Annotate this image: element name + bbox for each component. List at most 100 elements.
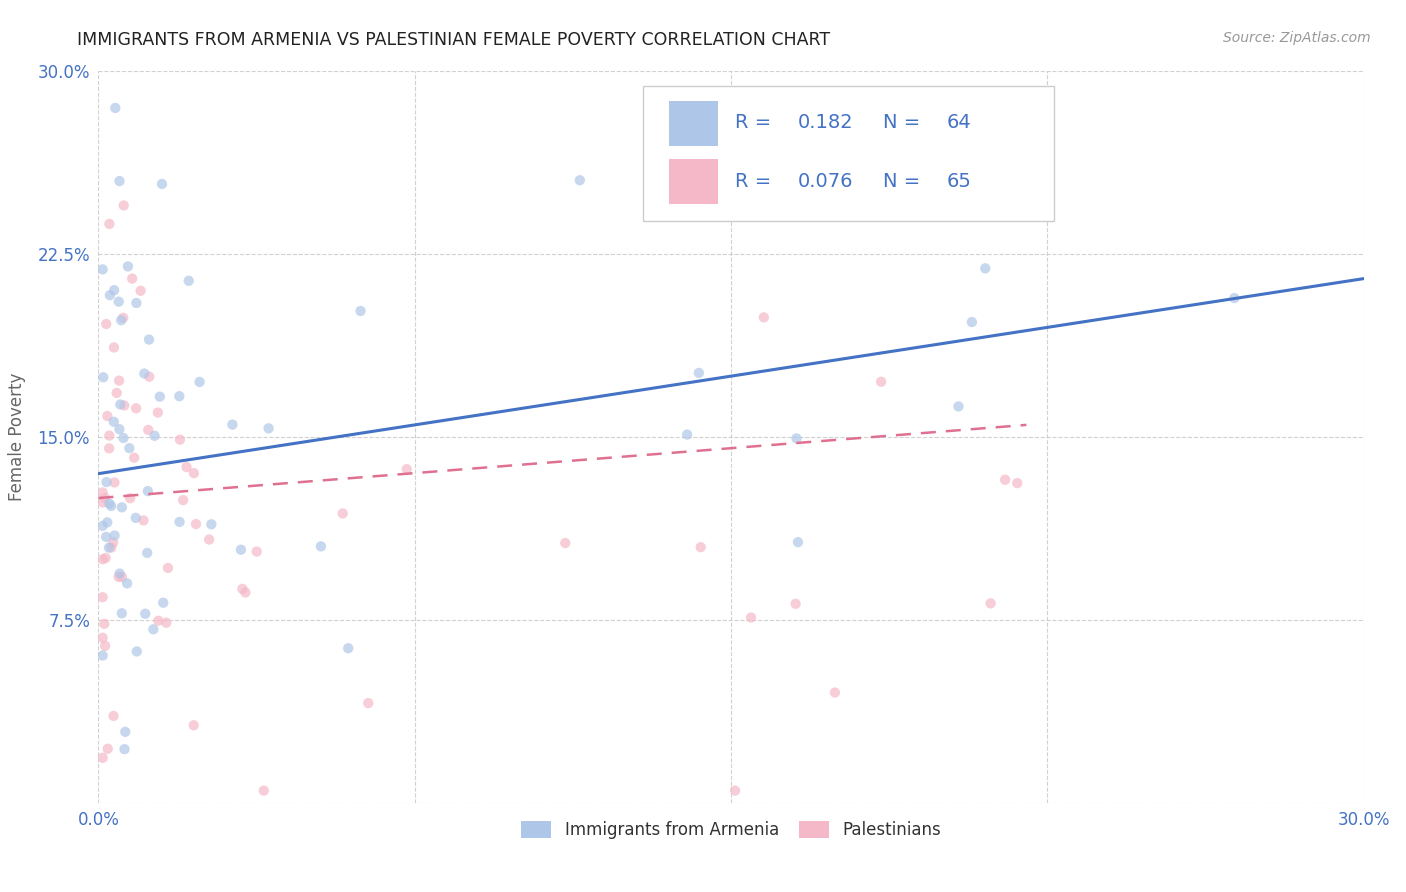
Point xyxy=(146,406,169,420)
Y-axis label: Female Poverty: Female Poverty xyxy=(8,373,27,501)
Point xyxy=(395,462,418,476)
Point xyxy=(960,315,983,329)
Point xyxy=(91,370,114,384)
Point xyxy=(143,429,166,443)
Point xyxy=(114,724,136,739)
Point xyxy=(104,101,127,115)
Point xyxy=(100,541,122,555)
Point xyxy=(142,623,165,637)
Point xyxy=(91,648,114,663)
Point xyxy=(98,428,121,442)
Point xyxy=(118,441,141,455)
Point xyxy=(96,530,118,544)
Point xyxy=(125,511,148,525)
Point xyxy=(111,570,134,584)
Point xyxy=(103,535,125,549)
Point xyxy=(112,198,135,212)
Point xyxy=(177,274,200,288)
Point xyxy=(246,544,269,558)
Point xyxy=(688,366,710,380)
Point xyxy=(91,262,114,277)
Point xyxy=(110,313,132,327)
Point xyxy=(198,533,221,547)
Point xyxy=(676,427,699,442)
Point xyxy=(122,450,145,465)
Text: 65: 65 xyxy=(946,171,972,191)
Point xyxy=(96,317,118,331)
Point xyxy=(221,417,243,432)
Point xyxy=(98,442,121,456)
Point xyxy=(357,696,380,710)
Point xyxy=(787,535,810,549)
FancyBboxPatch shape xyxy=(643,86,1054,221)
Point xyxy=(132,513,155,527)
Point xyxy=(98,217,121,231)
Point xyxy=(169,433,191,447)
Point xyxy=(554,536,576,550)
Point xyxy=(148,614,170,628)
Point xyxy=(172,493,194,508)
Point xyxy=(111,607,134,621)
Point xyxy=(229,542,252,557)
Point xyxy=(257,421,280,435)
Point xyxy=(136,423,159,437)
Text: R =: R = xyxy=(735,113,778,132)
Point xyxy=(107,294,129,309)
Point xyxy=(114,742,136,756)
FancyBboxPatch shape xyxy=(669,101,718,146)
Point xyxy=(235,585,257,599)
Point xyxy=(134,367,156,381)
Point xyxy=(994,473,1017,487)
Point xyxy=(103,709,125,723)
Point xyxy=(129,284,152,298)
Point xyxy=(188,375,211,389)
Point xyxy=(115,576,138,591)
Text: N =: N = xyxy=(883,171,927,191)
Point xyxy=(91,751,114,765)
Point xyxy=(155,615,177,630)
Text: R =: R = xyxy=(735,171,778,191)
Text: Source: ZipAtlas.com: Source: ZipAtlas.com xyxy=(1223,31,1371,45)
Point xyxy=(824,685,846,699)
Point xyxy=(724,783,747,797)
Point xyxy=(91,631,114,645)
Point xyxy=(150,177,173,191)
Point xyxy=(200,517,222,532)
Point xyxy=(103,341,125,355)
Point xyxy=(96,409,118,423)
Point xyxy=(785,431,807,445)
Point xyxy=(349,304,371,318)
Point xyxy=(91,485,114,500)
Point xyxy=(176,460,198,475)
Point xyxy=(125,296,148,310)
Point xyxy=(149,390,172,404)
Point xyxy=(332,507,354,521)
Point xyxy=(337,641,360,656)
Text: 0.182: 0.182 xyxy=(799,113,853,132)
Point xyxy=(134,607,156,621)
Point xyxy=(91,590,114,604)
Point xyxy=(91,518,114,533)
Point xyxy=(785,597,807,611)
Point xyxy=(138,333,160,347)
Point xyxy=(93,616,115,631)
Text: IMMIGRANTS FROM ARMENIA VS PALESTINIAN FEMALE POVERTY CORRELATION CHART: IMMIGRANTS FROM ARMENIA VS PALESTINIAN F… xyxy=(77,31,831,49)
Point xyxy=(96,475,118,489)
Legend: Immigrants from Armenia, Palestinians: Immigrants from Armenia, Palestinians xyxy=(515,814,948,846)
Point xyxy=(112,399,135,413)
Point xyxy=(97,741,120,756)
Point xyxy=(112,431,135,445)
Point xyxy=(183,718,205,732)
Point xyxy=(104,528,127,542)
Point xyxy=(105,385,128,400)
Point xyxy=(91,495,114,509)
Point xyxy=(683,196,706,211)
Point xyxy=(309,540,332,554)
Point xyxy=(136,546,159,560)
Point xyxy=(169,389,191,403)
Point xyxy=(870,375,893,389)
Point xyxy=(948,400,970,414)
FancyBboxPatch shape xyxy=(669,159,718,204)
Point xyxy=(111,500,134,515)
Point xyxy=(91,552,114,566)
